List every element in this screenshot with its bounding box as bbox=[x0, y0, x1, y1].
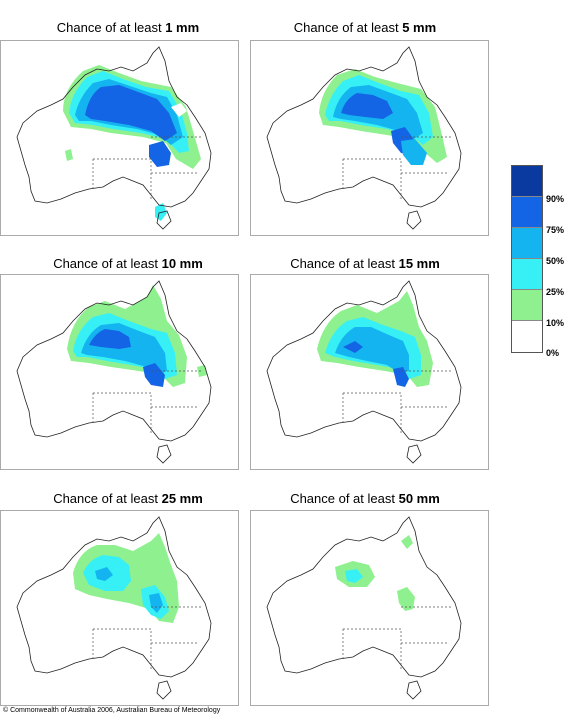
tasmania-outline bbox=[406, 680, 422, 700]
rain-probability-shading bbox=[319, 69, 447, 165]
map-panel-50mm bbox=[250, 510, 489, 706]
panel-title-5mm: Chance of at least 5 mm bbox=[293, 20, 437, 35]
map-panel-10mm bbox=[0, 274, 239, 470]
australia-map-10mm bbox=[16, 280, 212, 464]
rain-probability-shading bbox=[317, 291, 433, 387]
panel-title-10mm: Chance of at least 10 mm bbox=[53, 256, 203, 271]
panel-title-50mm: Chance of at least 50 mm bbox=[290, 491, 440, 506]
legend-label-75: 75% bbox=[546, 225, 565, 235]
australia-outline bbox=[266, 46, 462, 208]
probability-legend bbox=[511, 165, 543, 353]
australia-map-50mm bbox=[266, 516, 462, 700]
australia-outline bbox=[16, 516, 212, 678]
legend-label-0: 0% bbox=[546, 348, 560, 358]
australia-outline bbox=[266, 280, 462, 442]
rain-probability-shading bbox=[73, 533, 179, 623]
australia-outline bbox=[16, 280, 212, 442]
map-panel-15mm bbox=[250, 274, 489, 470]
legend-label-25: 25% bbox=[546, 287, 565, 297]
legend-swatch-10 bbox=[512, 290, 542, 321]
legend-swatch-50 bbox=[512, 228, 542, 259]
rain-probability-shading bbox=[67, 285, 207, 387]
copyright-notice: © Commonwealth of Australia 2006, Austra… bbox=[3, 707, 221, 714]
legend-label-50: 50% bbox=[546, 256, 565, 266]
rain-probability-shading bbox=[335, 535, 415, 611]
australia-map-15mm bbox=[266, 280, 462, 464]
state-borders bbox=[92, 370, 201, 433]
tasmania-outline bbox=[156, 444, 172, 464]
rain-probability-shading bbox=[63, 65, 201, 221]
australia-map-25mm bbox=[16, 516, 212, 700]
australia-outline bbox=[266, 516, 462, 678]
state-borders bbox=[342, 136, 451, 199]
panel-title-15mm: Chance of at least 15 mm bbox=[290, 256, 440, 271]
legend-swatch-0 bbox=[512, 321, 542, 352]
state-borders bbox=[92, 606, 201, 669]
state-borders bbox=[342, 606, 451, 669]
panel-title-25mm: Chance of at least 25 mm bbox=[53, 491, 203, 506]
tasmania-outline bbox=[156, 680, 172, 700]
tasmania-outline bbox=[406, 444, 422, 464]
map-panel-1mm bbox=[0, 40, 239, 236]
legend-label-10: 10% bbox=[546, 318, 565, 328]
panel-title-1mm: Chance of at least 1 mm bbox=[56, 20, 200, 35]
map-panel-5mm bbox=[250, 40, 489, 236]
map-panel-25mm bbox=[0, 510, 239, 706]
tasmania-outline bbox=[156, 210, 172, 230]
legend-swatch-75 bbox=[512, 197, 542, 228]
legend-label-90: 90% bbox=[546, 194, 565, 204]
australia-outline bbox=[16, 46, 212, 208]
legend-swatch-90 bbox=[512, 166, 542, 197]
australia-map-1mm bbox=[16, 46, 212, 230]
tasmania-outline bbox=[406, 210, 422, 230]
australia-map-5mm bbox=[266, 46, 462, 230]
state-borders bbox=[92, 136, 201, 199]
legend-swatch-25 bbox=[512, 259, 542, 290]
state-borders bbox=[342, 370, 451, 433]
